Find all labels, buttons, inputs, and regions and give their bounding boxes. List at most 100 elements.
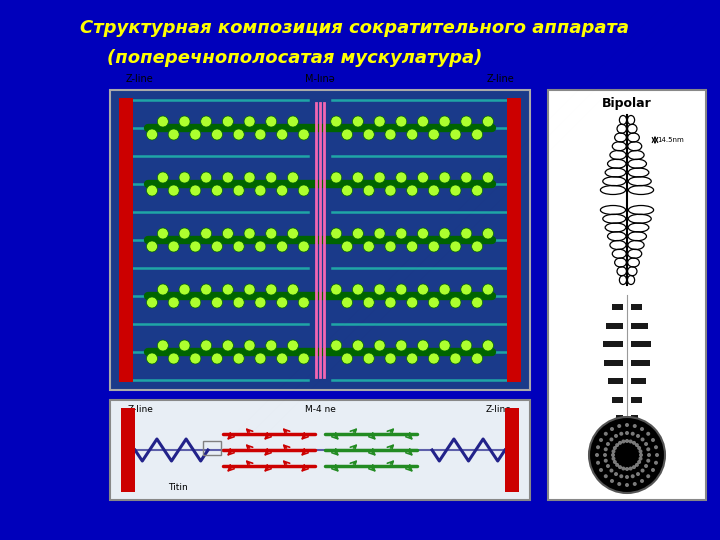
Circle shape xyxy=(179,228,190,239)
Circle shape xyxy=(651,438,655,442)
Circle shape xyxy=(396,228,407,239)
Circle shape xyxy=(233,353,244,364)
Bar xyxy=(603,341,623,347)
Circle shape xyxy=(632,465,636,469)
Circle shape xyxy=(604,432,608,436)
Circle shape xyxy=(255,241,266,252)
Circle shape xyxy=(298,241,310,252)
Circle shape xyxy=(418,284,428,295)
Bar xyxy=(631,415,638,421)
Circle shape xyxy=(640,427,644,431)
Circle shape xyxy=(610,479,614,483)
Circle shape xyxy=(374,228,385,239)
Circle shape xyxy=(244,172,255,183)
Circle shape xyxy=(146,241,158,252)
Circle shape xyxy=(244,116,255,127)
Circle shape xyxy=(614,434,618,438)
Circle shape xyxy=(611,453,615,457)
Circle shape xyxy=(606,464,610,468)
Circle shape xyxy=(330,172,342,183)
Circle shape xyxy=(609,437,613,441)
Circle shape xyxy=(625,439,629,443)
Circle shape xyxy=(287,228,298,239)
Circle shape xyxy=(330,228,342,239)
Circle shape xyxy=(633,482,636,486)
Circle shape xyxy=(190,353,201,364)
Circle shape xyxy=(407,129,418,140)
Circle shape xyxy=(619,474,624,478)
Circle shape xyxy=(599,438,603,442)
Circle shape xyxy=(385,353,396,364)
Circle shape xyxy=(222,116,233,127)
Circle shape xyxy=(201,228,212,239)
Text: Z-line: Z-line xyxy=(486,405,512,414)
Circle shape xyxy=(461,172,472,183)
Circle shape xyxy=(418,228,428,239)
Circle shape xyxy=(396,172,407,183)
Circle shape xyxy=(364,185,374,196)
Circle shape xyxy=(644,464,648,468)
Circle shape xyxy=(428,185,439,196)
Circle shape xyxy=(629,440,633,443)
Circle shape xyxy=(482,340,493,351)
Circle shape xyxy=(222,284,233,295)
Circle shape xyxy=(407,241,418,252)
Bar xyxy=(110,400,530,500)
Bar xyxy=(505,408,519,492)
Circle shape xyxy=(428,129,439,140)
Circle shape xyxy=(212,185,222,196)
Circle shape xyxy=(625,467,629,471)
Circle shape xyxy=(158,116,168,127)
Circle shape xyxy=(450,297,461,308)
Circle shape xyxy=(632,441,636,445)
Circle shape xyxy=(617,482,621,486)
Circle shape xyxy=(255,297,266,308)
Circle shape xyxy=(439,116,450,127)
Circle shape xyxy=(621,440,626,443)
Bar xyxy=(203,441,221,455)
Circle shape xyxy=(625,475,629,479)
Circle shape xyxy=(168,353,179,364)
Bar xyxy=(631,304,642,310)
Circle shape xyxy=(374,116,385,127)
Circle shape xyxy=(330,116,342,127)
Circle shape xyxy=(201,172,212,183)
Circle shape xyxy=(439,284,450,295)
Circle shape xyxy=(364,297,374,308)
Circle shape xyxy=(596,446,600,449)
Circle shape xyxy=(606,442,610,446)
Circle shape xyxy=(146,185,158,196)
Text: Bipolar: Bipolar xyxy=(602,98,652,111)
Circle shape xyxy=(352,172,364,183)
Bar xyxy=(612,396,623,402)
Bar xyxy=(631,341,651,347)
Circle shape xyxy=(647,453,651,457)
Circle shape xyxy=(298,297,310,308)
Circle shape xyxy=(276,241,287,252)
Circle shape xyxy=(655,453,659,457)
Circle shape xyxy=(450,353,461,364)
Circle shape xyxy=(625,423,629,427)
Circle shape xyxy=(647,458,650,463)
Circle shape xyxy=(637,446,641,450)
Circle shape xyxy=(631,432,635,436)
Circle shape xyxy=(472,129,482,140)
Circle shape xyxy=(190,297,201,308)
Circle shape xyxy=(352,116,364,127)
Circle shape xyxy=(352,284,364,295)
Circle shape xyxy=(472,241,482,252)
Circle shape xyxy=(450,129,461,140)
Circle shape xyxy=(589,417,665,493)
Circle shape xyxy=(385,241,396,252)
Circle shape xyxy=(639,449,642,454)
Bar xyxy=(604,360,623,366)
Circle shape xyxy=(639,457,642,461)
Circle shape xyxy=(636,472,640,476)
Circle shape xyxy=(461,116,472,127)
Circle shape xyxy=(618,465,622,469)
Circle shape xyxy=(287,340,298,351)
Circle shape xyxy=(158,228,168,239)
Circle shape xyxy=(596,461,600,465)
Circle shape xyxy=(374,172,385,183)
Circle shape xyxy=(613,446,617,450)
